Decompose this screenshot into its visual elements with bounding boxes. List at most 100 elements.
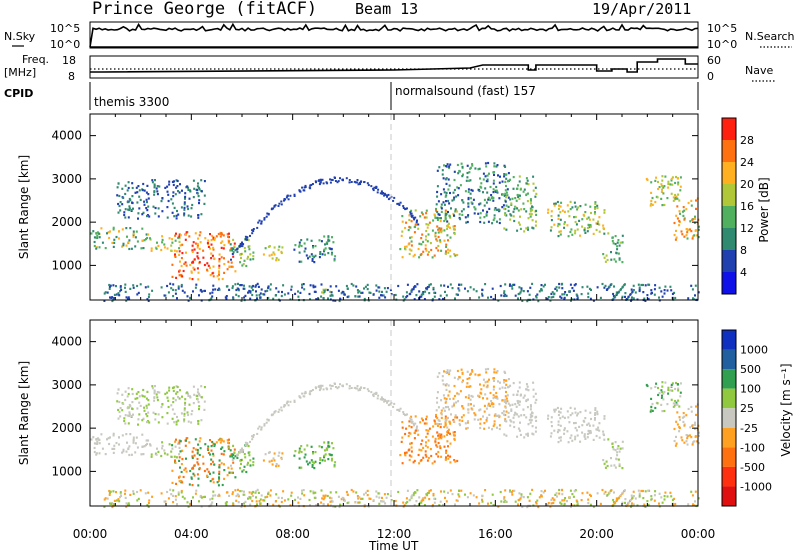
echo-cell bbox=[338, 299, 341, 303]
echo-cell bbox=[223, 263, 226, 266]
echo-cell bbox=[425, 235, 427, 238]
echo-cell bbox=[509, 218, 512, 221]
echo-cell bbox=[496, 397, 499, 400]
echo-cell bbox=[526, 432, 529, 435]
range-tick-label: 3000 bbox=[51, 172, 82, 186]
echo-cell bbox=[535, 419, 538, 422]
echo-cell bbox=[520, 289, 523, 292]
echo-cell bbox=[196, 246, 199, 249]
colorbar-tick-label: 100 bbox=[740, 383, 761, 396]
echo-cell bbox=[492, 188, 495, 191]
echo-cell bbox=[487, 426, 490, 429]
echo-cell bbox=[223, 450, 226, 453]
echo-cell bbox=[121, 203, 124, 206]
echo-cell bbox=[151, 181, 154, 184]
echo-cell bbox=[596, 222, 599, 225]
echo-cell bbox=[118, 237, 120, 240]
echo-cell bbox=[141, 433, 144, 436]
echo-cell bbox=[252, 258, 255, 261]
echo-cell bbox=[611, 236, 614, 239]
echo-cell bbox=[493, 214, 496, 217]
echo-cell bbox=[320, 240, 323, 243]
echo-cell bbox=[582, 213, 585, 216]
echo-cell bbox=[556, 406, 559, 410]
echo-cell bbox=[123, 419, 126, 423]
echo-cell bbox=[435, 246, 438, 250]
echo-cell bbox=[437, 419, 440, 422]
noise-sky-line bbox=[89, 22, 699, 48]
echo-cell bbox=[449, 455, 452, 458]
echo-cell bbox=[560, 407, 563, 410]
echo-cell bbox=[302, 283, 305, 286]
echo-cell bbox=[143, 409, 146, 412]
echo-cell bbox=[128, 197, 131, 201]
echo-cell bbox=[672, 196, 675, 199]
echo-cell bbox=[130, 208, 133, 212]
echo-cell bbox=[141, 419, 144, 422]
echo-cell bbox=[325, 447, 328, 450]
echo-cell bbox=[433, 460, 436, 463]
echo-cell bbox=[414, 415, 417, 418]
echo-cell bbox=[440, 249, 443, 252]
echo-cell bbox=[194, 438, 197, 441]
echo-cell bbox=[252, 461, 255, 464]
echo-cell bbox=[218, 464, 221, 467]
echo-cell bbox=[518, 223, 521, 226]
echo-cell bbox=[298, 190, 301, 193]
echo-cell bbox=[200, 290, 203, 293]
echo-cell bbox=[529, 210, 532, 213]
echo-cell bbox=[146, 442, 149, 446]
echo-cell bbox=[363, 181, 366, 183]
echo-cell bbox=[264, 453, 267, 456]
echo-cell bbox=[535, 295, 537, 298]
echo-cell bbox=[318, 385, 321, 388]
echo-cell bbox=[206, 474, 208, 477]
echo-cell bbox=[335, 491, 338, 494]
echo-cell bbox=[558, 436, 561, 439]
cpid-bar: CPID themis 3300 normalsound (fast) 157 bbox=[4, 82, 699, 110]
echo-cell bbox=[453, 420, 455, 423]
echo-cell bbox=[109, 284, 112, 287]
echo-cell bbox=[231, 492, 234, 496]
echo-cell bbox=[251, 229, 254, 232]
echo-cell bbox=[590, 288, 592, 291]
echo-cell bbox=[117, 408, 120, 412]
echo-cell bbox=[471, 163, 474, 166]
echo-cell bbox=[449, 489, 452, 492]
echo-cell bbox=[225, 297, 228, 300]
echo-cell bbox=[161, 416, 164, 419]
echo-cell bbox=[679, 189, 682, 192]
colorbar-tick-label: 8 bbox=[740, 244, 747, 257]
echo-cell bbox=[181, 275, 184, 278]
echo-cell bbox=[566, 294, 568, 297]
echo-cell bbox=[496, 191, 499, 194]
echo-cell bbox=[132, 490, 135, 493]
echo-cell bbox=[293, 193, 296, 196]
echo-cell bbox=[151, 385, 154, 388]
echo-cell bbox=[156, 396, 159, 399]
echo-cell bbox=[663, 498, 666, 501]
echo-cell bbox=[293, 401, 296, 403]
echo-cell bbox=[496, 426, 498, 429]
echo-cell bbox=[557, 217, 560, 220]
echo-cell bbox=[127, 216, 130, 219]
echo-cell bbox=[472, 494, 475, 497]
echo-cell bbox=[421, 419, 424, 422]
echo-cell bbox=[587, 502, 590, 505]
echo-cell bbox=[323, 454, 326, 457]
echo-cell bbox=[535, 220, 537, 223]
echo-cell bbox=[675, 175, 677, 179]
echo-cell bbox=[693, 504, 696, 507]
echo-cell bbox=[670, 177, 673, 180]
echo-cell bbox=[186, 411, 189, 414]
echo-cell bbox=[415, 500, 418, 503]
echo-cell bbox=[689, 228, 691, 231]
echo-cell bbox=[676, 197, 679, 200]
echo-cell bbox=[418, 242, 421, 245]
echo-cell bbox=[101, 241, 104, 244]
echo-cell bbox=[657, 386, 659, 390]
echo-cell bbox=[616, 454, 619, 457]
echo-cell bbox=[469, 385, 472, 388]
echo-cell bbox=[414, 209, 417, 212]
echo-cell bbox=[675, 195, 678, 198]
